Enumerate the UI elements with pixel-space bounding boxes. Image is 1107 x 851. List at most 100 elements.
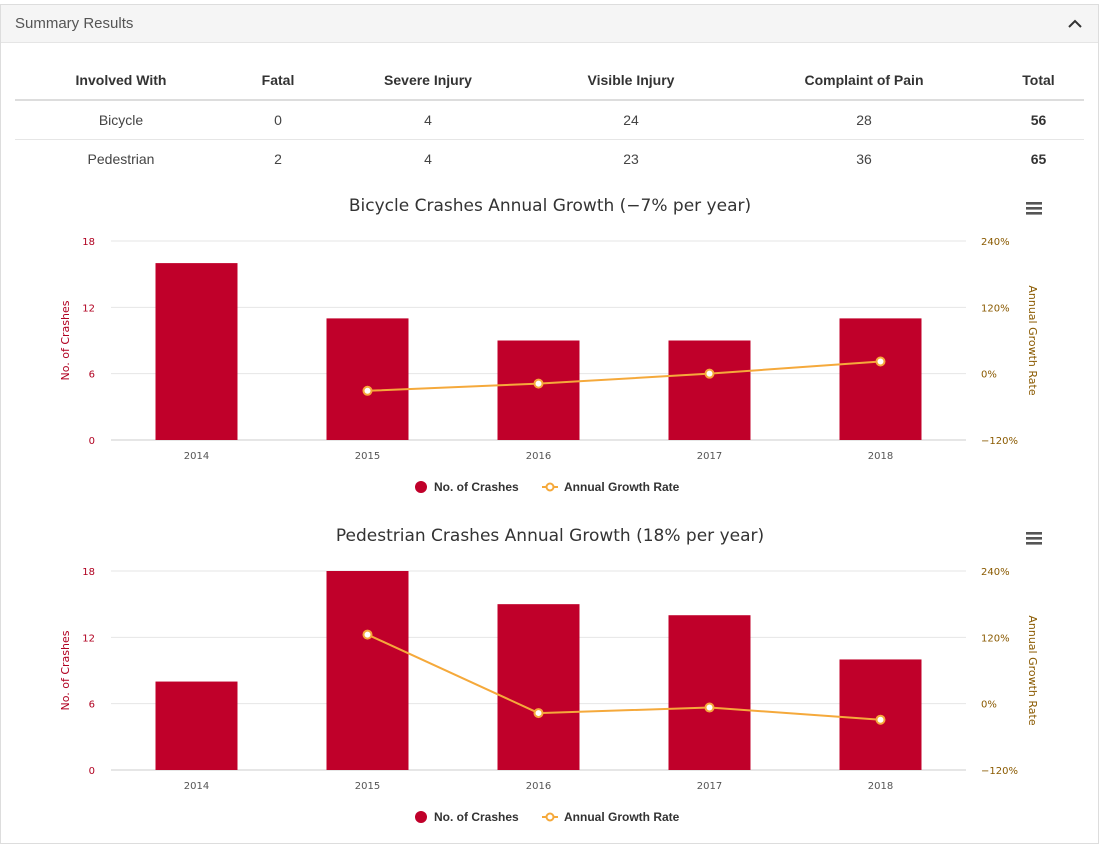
y2-tick-label: 240% [981, 567, 1010, 578]
table-row: Bicycle 0 4 24 28 56 [15, 100, 1084, 140]
legend-label: Annual Growth Rate [564, 810, 680, 824]
menu-line [1026, 532, 1042, 535]
x-tick-label: 2018 [868, 781, 893, 792]
y2-axis-title: Annual Growth Rate [1026, 615, 1039, 726]
x-tick-label: 2014 [184, 451, 209, 462]
table-cell: 24 [527, 100, 735, 140]
x-tick-label: 2018 [868, 451, 893, 462]
y-tick-label: 12 [82, 303, 95, 314]
panel-header[interactable]: Summary Results [1, 5, 1098, 43]
growth-point[interactable] [704, 702, 715, 713]
bicycle-growth-chart: Bicycle Crashes Annual Growth (−7% per y… [1, 181, 1098, 501]
y2-tick-label: 240% [981, 237, 1010, 248]
legend-label: No. of Crashes [434, 810, 519, 824]
y2-tick-label: 0% [981, 700, 997, 711]
y2-axis-title: Annual Growth Rate [1026, 285, 1039, 396]
legend-marker-bar [415, 811, 427, 823]
growth-line [367, 360, 881, 392]
column-header: Total [993, 60, 1084, 101]
x-tick-label: 2016 [526, 451, 551, 462]
legend-label: No. of Crashes [434, 480, 519, 494]
bar[interactable] [839, 318, 922, 440]
menu-line [1026, 207, 1042, 210]
growth-point[interactable] [362, 629, 373, 640]
table-row: Pedestrian 2 4 23 36 65 [15, 140, 1084, 179]
legend-item-crashes[interactable]: No. of Crashes [415, 480, 519, 494]
y-axis-title: No. of Crashes [59, 300, 72, 380]
table-cell-total: 56 [993, 100, 1084, 140]
pedestrian-growth-chart: Pedestrian Crashes Annual Growth (18% pe… [1, 511, 1098, 831]
table-cell: 4 [329, 100, 527, 140]
legend-item-crashes[interactable]: No. of Crashes [415, 810, 519, 824]
chart-svg: Pedestrian Crashes Annual Growth (18% pe… [59, 526, 1042, 824]
summary-results-panel: Summary Results Involved With Fatal Seve… [0, 4, 1099, 844]
chart-menu-icon[interactable] [1026, 202, 1042, 215]
chart-legend: No. of Crashes Annual Growth Rate [415, 810, 680, 824]
y-axis-title: No. of Crashes [59, 630, 72, 710]
growth-point[interactable] [704, 368, 715, 379]
menu-line [1026, 542, 1042, 545]
table-cell: 23 [623, 151, 639, 167]
growth-point[interactable] [362, 385, 373, 396]
y-tick-label: 18 [82, 237, 95, 248]
y2-tick-label: 120% [981, 303, 1010, 314]
x-tick-label: 2015 [355, 781, 380, 792]
y-tick-label: 12 [82, 633, 95, 644]
chart-title: Pedestrian Crashes Annual Growth (18% pe… [336, 526, 764, 546]
x-tick-label: 2014 [184, 781, 209, 792]
growth-point[interactable] [875, 356, 886, 367]
legend-item-growth[interactable]: Annual Growth Rate [542, 810, 680, 824]
table-cell: 0 [227, 100, 329, 140]
chart-title: Bicycle Crashes Annual Growth (−7% per y… [349, 196, 751, 216]
bar[interactable] [326, 318, 409, 440]
bar[interactable] [668, 615, 751, 770]
table-cell: 2 [274, 151, 282, 167]
legend-marker-bar [415, 481, 427, 493]
y2-tick-label: −120% [981, 766, 1018, 777]
legend-label: Annual Growth Rate [564, 480, 680, 494]
x-tick-label: 2015 [355, 451, 380, 462]
chart-svg: Bicycle Crashes Annual Growth (−7% per y… [59, 196, 1042, 494]
growth-point[interactable] [875, 714, 886, 725]
growth-point[interactable] [533, 708, 544, 719]
legend-item-growth[interactable]: Annual Growth Rate [542, 480, 680, 494]
chevron-up-icon [1068, 19, 1082, 28]
y2-tick-label: −120% [981, 436, 1018, 447]
y-tick-label: 0 [89, 436, 95, 447]
chart-legend: No. of Crashes Annual Growth Rate [415, 480, 680, 494]
bar[interactable] [155, 681, 238, 770]
column-header: Complaint of Pain [735, 60, 993, 101]
x-tick-label: 2016 [526, 781, 551, 792]
table-cell: 4 [424, 151, 432, 167]
table-cell: Bicycle [15, 100, 227, 140]
table-cell-total: 65 [1030, 151, 1047, 167]
x-tick-label: 2017 [697, 781, 722, 792]
table-cell: 36 [856, 151, 872, 167]
table-cell: Pedestrian [87, 151, 155, 167]
bar[interactable] [497, 604, 580, 770]
bar[interactable] [497, 340, 580, 441]
bar[interactable] [155, 263, 238, 440]
chart-menu-icon[interactable] [1026, 532, 1042, 545]
y-tick-label: 6 [89, 370, 95, 381]
table-header-row: Involved With Fatal Severe Injury Visibl… [15, 60, 1084, 101]
column-header: Fatal [227, 60, 329, 101]
y-tick-label: 18 [82, 567, 95, 578]
growth-line [367, 633, 881, 721]
y2-tick-label: 120% [981, 633, 1010, 644]
column-header: Involved With [15, 60, 227, 101]
growth-point[interactable] [533, 378, 544, 389]
table-cell: 28 [735, 100, 993, 140]
legend-marker-point [545, 482, 555, 492]
bar[interactable] [668, 340, 751, 441]
y-tick-label: 0 [89, 766, 95, 777]
x-tick-label: 2017 [697, 451, 722, 462]
panel-title: Summary Results [15, 15, 134, 32]
summary-table: Involved With Fatal Severe Injury Visibl… [15, 60, 1084, 178]
y-tick-label: 6 [89, 700, 95, 711]
menu-line [1026, 537, 1042, 540]
column-header: Visible Injury [527, 60, 735, 101]
menu-line [1026, 202, 1042, 205]
collapse-button[interactable] [1064, 13, 1086, 35]
bar[interactable] [326, 571, 409, 770]
